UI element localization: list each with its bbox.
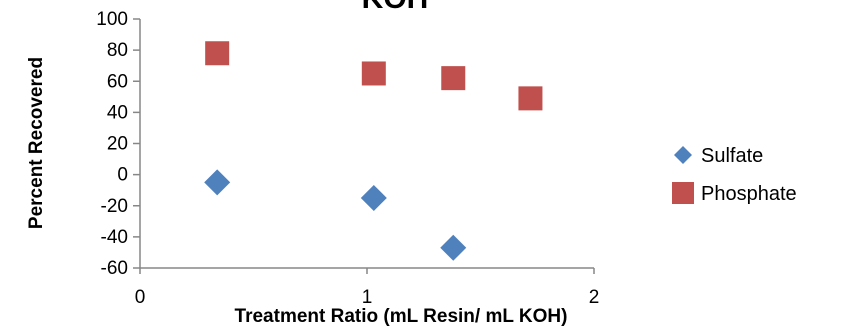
phosphate-legend-marker [672, 182, 694, 204]
chart-title: KOH [362, 0, 429, 15]
sulfate-point [204, 169, 231, 196]
x-tick-label: 0 [135, 287, 146, 308]
tick-labels: 100 80 60 40 20 0 -20 -40 -60 0 1 2 [96, 9, 599, 308]
y-tick-label: -40 [101, 227, 128, 248]
sulfate-point [440, 234, 467, 261]
y-tick-label: 60 [107, 71, 128, 92]
phosphate-legend-label: Phosphate [701, 183, 797, 205]
x-axis-title: Treatment Ratio (mL Resin/ mL KOH) [235, 306, 568, 327]
y-tick-label: 20 [107, 134, 128, 155]
x-tick-label: 1 [362, 287, 373, 308]
y-tick-label: -20 [101, 196, 128, 217]
sulfate-legend-marker [674, 146, 692, 164]
y-axis-title: Percent Recovered [26, 57, 47, 229]
y-tick-label: 80 [107, 40, 128, 61]
sulfate-point [360, 184, 387, 211]
legend: Sulfate Phosphate [672, 145, 797, 205]
y-tick-label: 100 [96, 9, 128, 30]
x-tick-label: 2 [589, 287, 600, 308]
phosphate-point [361, 61, 386, 86]
phosphate-point [205, 41, 230, 66]
y-tick-label: -60 [101, 258, 128, 279]
y-tick-label: 40 [107, 102, 128, 123]
y-tick-label: 0 [117, 165, 128, 186]
sulfate-legend-label: Sulfate [701, 145, 763, 167]
data-points [204, 41, 543, 261]
phosphate-point [441, 66, 466, 91]
axes [133, 18, 595, 274]
phosphate-point [518, 86, 543, 111]
